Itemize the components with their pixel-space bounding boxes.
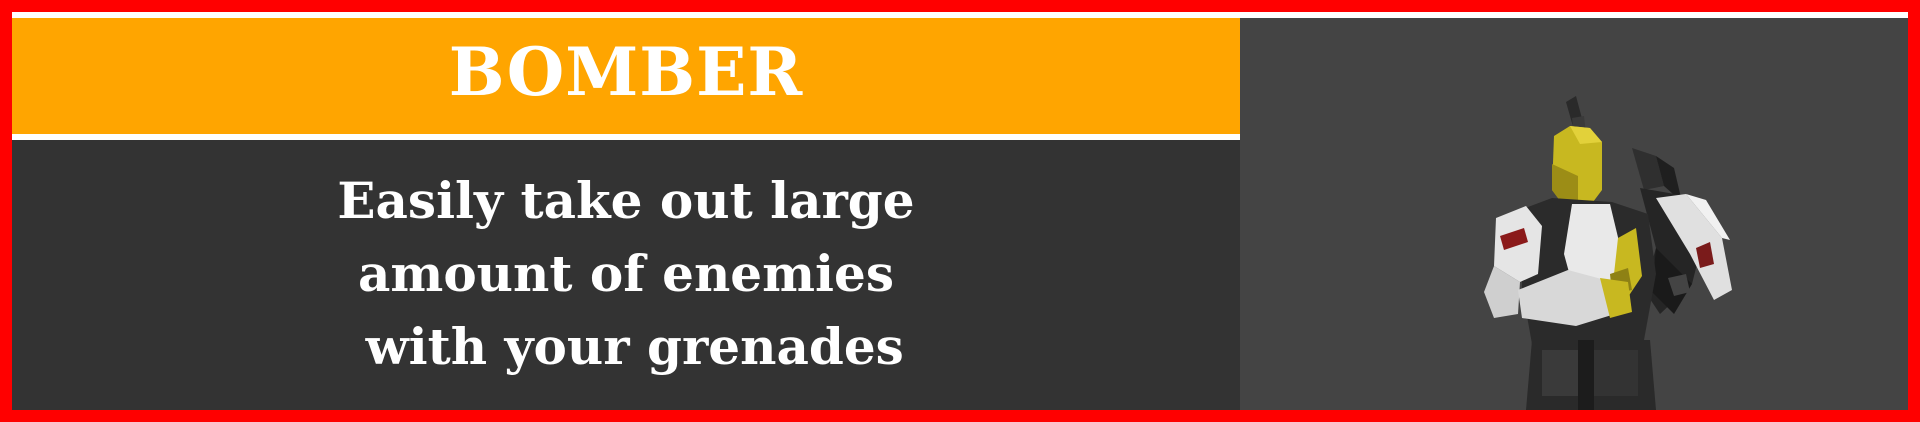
- description-line: amount of enemies: [358, 244, 894, 303]
- bomber-character-icon: [1484, 96, 1732, 410]
- class-description-area: Easily take out large amount of enemies …: [12, 140, 1240, 410]
- class-title-bar: BOMBER: [12, 18, 1240, 134]
- class-title: BOMBER: [448, 33, 804, 111]
- character-preview-panel: [1240, 18, 1908, 410]
- description-line: with your grenades: [348, 317, 904, 376]
- description-line: Easily take out large: [337, 171, 915, 230]
- class-info-panel: BOMBER Easily take out large amount of e…: [12, 18, 1240, 410]
- class-description: Easily take out large amount of enemies …: [12, 164, 1240, 383]
